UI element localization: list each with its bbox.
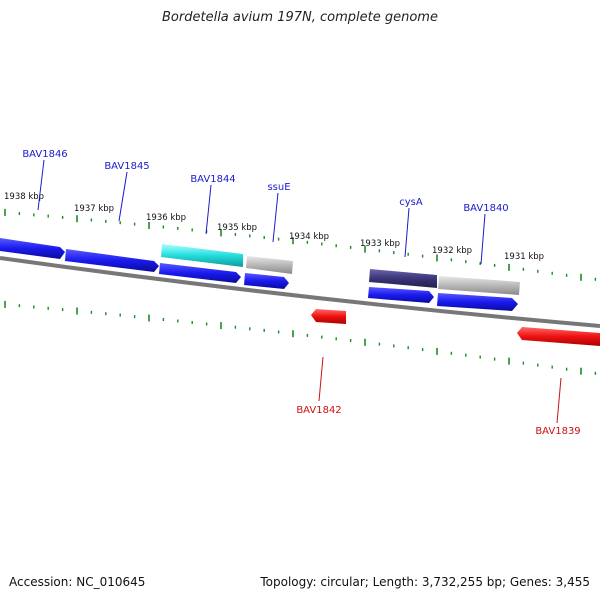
kbp-label: 1938 kbp bbox=[4, 192, 44, 202]
gene-label-bav1840[interactable]: BAV1840 bbox=[463, 203, 508, 214]
forward-gene-track bbox=[0, 238, 520, 311]
gene-label-ssuE[interactable]: ssuE bbox=[267, 182, 290, 193]
gene-label-bav1845[interactable]: BAV1845 bbox=[104, 161, 149, 172]
inner-tick-track bbox=[4, 300, 597, 375]
gene-arrow-bav1840-sub[interactable] bbox=[437, 293, 518, 311]
leader-bav1842 bbox=[318, 356, 324, 402]
kbp-label: 1932 kbp bbox=[432, 246, 472, 256]
gene-arrow-bav1839[interactable] bbox=[517, 327, 600, 346]
kbp-label: 1933 kbp bbox=[360, 239, 400, 249]
gene-arrow-ssuE[interactable] bbox=[244, 273, 289, 289]
kbp-label: 1935 kbp bbox=[217, 223, 257, 233]
leader-cysA bbox=[404, 207, 410, 258]
gene-labels: BAV1846 BAV1845 BAV1844 ssuE cysA BAV184… bbox=[22, 149, 580, 437]
gene-block-cysA[interactable] bbox=[369, 269, 437, 288]
gene-label-bav1842[interactable]: BAV1842 bbox=[296, 405, 341, 416]
reverse-gene-track bbox=[311, 309, 600, 346]
leader-bav1844 bbox=[205, 184, 212, 235]
leader-bav1846 bbox=[37, 159, 45, 211]
gene-block-bav1844[interactable] bbox=[161, 244, 243, 267]
accession-text: Accession: NC_010645 bbox=[9, 575, 146, 589]
gene-label-bav1839[interactable]: BAV1839 bbox=[535, 426, 580, 437]
gene-arrow-bav1842[interactable] bbox=[311, 309, 346, 324]
leader-bav1840 bbox=[480, 213, 486, 265]
kbp-label: 1931 kbp bbox=[504, 252, 544, 262]
gene-label-bav1846[interactable]: BAV1846 bbox=[22, 149, 67, 160]
gene-arrow-bav1844-sub[interactable] bbox=[159, 263, 241, 283]
gene-block-bav1840[interactable] bbox=[438, 276, 520, 295]
kbp-label: 1936 kbp bbox=[146, 213, 186, 223]
genome-summary-text: Topology: circular; Length: 3,732,255 bp… bbox=[260, 575, 590, 589]
gene-arrow-bav1845[interactable] bbox=[65, 249, 159, 272]
gene-label-cysA[interactable]: cysA bbox=[399, 197, 423, 208]
gene-label-bav1844[interactable]: BAV1844 bbox=[190, 174, 235, 185]
leader-bav1839 bbox=[556, 377, 562, 424]
page-title: Bordetella avium 197N, complete genome bbox=[162, 10, 438, 25]
kbp-scale-labels: 1938 kbp 1937 kbp 1936 kbp 1935 kbp 1934… bbox=[4, 192, 544, 262]
gene-label-leaders bbox=[37, 159, 562, 424]
kbp-label: 1934 kbp bbox=[289, 232, 329, 242]
gene-block-ssuE bbox=[246, 256, 293, 274]
outer-tick-track bbox=[4, 208, 597, 281]
leader-ssuE bbox=[272, 192, 279, 243]
genome-backbone bbox=[0, 256, 600, 328]
kbp-label: 1937 kbp bbox=[74, 204, 114, 214]
leader-bav1845 bbox=[118, 171, 128, 222]
gene-arrow-bav1846[interactable] bbox=[0, 238, 65, 259]
gene-arrow-cysA-sub[interactable] bbox=[368, 287, 434, 303]
